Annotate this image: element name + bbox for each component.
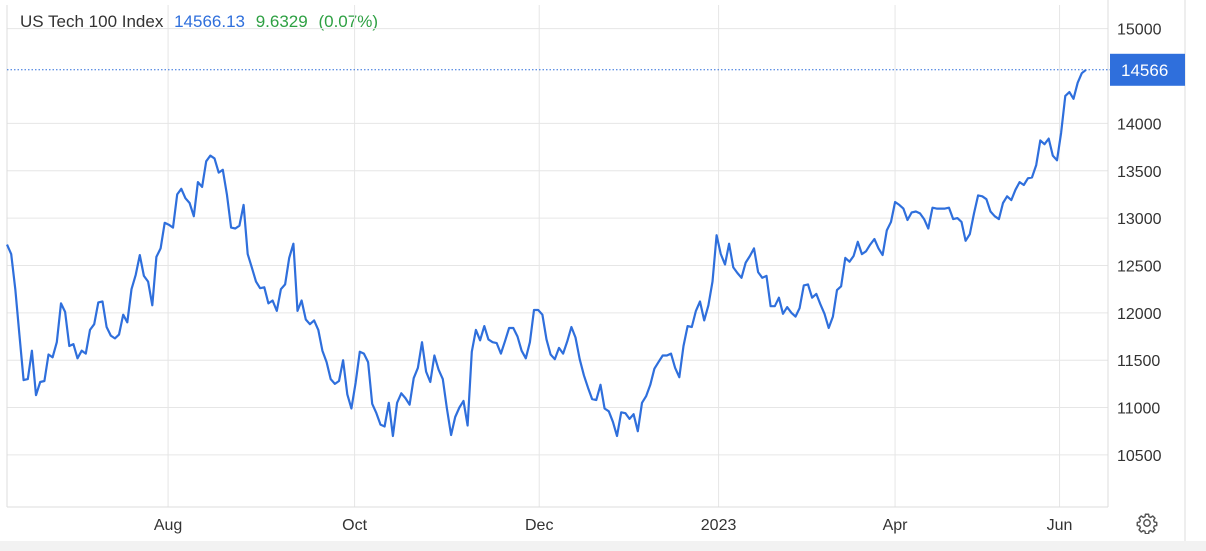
x-tick-label: Oct <box>342 517 367 534</box>
y-tick-label: 11500 <box>1117 353 1160 370</box>
y-tick-label: 12500 <box>1117 258 1162 275</box>
index-change-percent: (0.07%) <box>318 12 378 31</box>
x-tick-label: Jun <box>1047 517 1073 534</box>
chart-header: US Tech 100 Index 14566.13 9.6329 (0.07%… <box>20 12 378 32</box>
y-tick-label: 11000 <box>1117 401 1160 418</box>
index-change: 9.6329 <box>255 12 308 31</box>
y-tick-label: 12000 <box>1117 306 1162 323</box>
x-tick-label: Aug <box>154 517 182 534</box>
y-tick-label: 10500 <box>1117 448 1162 465</box>
y-tick-label: 15000 <box>1117 22 1162 39</box>
x-tick-label: Dec <box>525 517 553 534</box>
index-price: 14566.13 <box>174 12 245 31</box>
y-tick-label: 14000 <box>1117 116 1162 133</box>
series-line[interactable] <box>5 68 1087 438</box>
y-tick-label: 13000 <box>1117 211 1162 228</box>
x-tick-label: Apr <box>883 517 909 534</box>
x-tick-label: 2023 <box>701 517 737 534</box>
index-name: US Tech 100 Index <box>20 12 164 31</box>
last-price-tag <box>1110 53 1185 86</box>
y-tick-label: 13500 <box>1117 164 1162 181</box>
scroll-strip <box>0 541 1206 551</box>
last-price-label: 14566 <box>1121 61 1168 80</box>
gear-icon[interactable] <box>1136 512 1158 535</box>
